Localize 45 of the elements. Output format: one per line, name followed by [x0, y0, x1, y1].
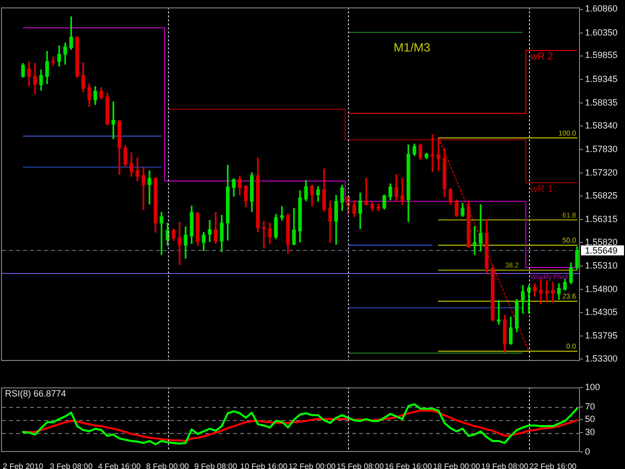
y-tick-label: 0: [585, 446, 590, 456]
x-tick-label: 10 Feb 16:00: [240, 462, 288, 469]
y-tick-label: 1.59345: [585, 74, 618, 84]
y-tick-label: 1.57830: [585, 144, 618, 154]
y-tick-label: 100: [585, 382, 600, 392]
candlestick: [142, 166, 146, 210]
x-tick-label: 19 Feb 08:00: [481, 462, 529, 469]
candlestick: [430, 134, 434, 172]
y-tick-label: 1.60860: [585, 4, 618, 14]
x-tick-label: 2 Feb 2010: [2, 462, 44, 469]
annotation: M1/M3: [394, 40, 431, 54]
candlestick: [280, 206, 284, 221]
y-tick-label: 30: [585, 427, 596, 438]
x-tick-label: 22 Feb 16:00: [529, 462, 578, 469]
candlestick: [160, 212, 164, 255]
series-label: wR 2: [529, 52, 554, 63]
y-tick-label: 1.54800: [585, 284, 618, 294]
y-tick-label: 1.54305: [585, 307, 618, 318]
x-tick-label: 12 Feb 00:00: [288, 462, 336, 469]
candlestick: [436, 138, 440, 171]
x-tick-label: 4 Feb 16:00: [98, 462, 142, 469]
chart-title: RSI(8) 66.8774: [5, 388, 66, 398]
y-tick-label: 50: [585, 414, 596, 424]
x-tick-label: 8 Feb 00:00: [146, 462, 190, 469]
y-tick-label: 1.57320: [585, 168, 618, 178]
y-tick-label: 1.53795: [585, 330, 618, 341]
y-tick-label: 1.58340: [585, 120, 618, 130]
y-tick-label: 1.56825: [585, 190, 618, 200]
candlestick: [178, 222, 182, 266]
x-tick-label: 3 Feb 08:00: [50, 462, 94, 469]
y-tick-label: 1.55310: [585, 260, 618, 271]
y-tick-label: 1.58835: [585, 97, 618, 108]
y-tick-label: 1.60350: [585, 27, 618, 38]
y-tick-label: 1.56315: [585, 214, 618, 224]
x-tick-label: 15 Feb 08:00: [336, 462, 384, 469]
candlestick: [148, 170, 152, 204]
ref-line-label: 1.55649: [585, 245, 618, 256]
y-tick-label: 1.59855: [585, 50, 618, 60]
y-tick-label: 1.55820: [585, 237, 618, 247]
x-tick-label: 18 Feb 00:00: [432, 462, 481, 469]
y-tick-label: 70: [585, 401, 596, 412]
y-tick-label: 1.53300: [585, 354, 618, 364]
x-tick-label: 16 Feb 16:00: [384, 462, 433, 469]
series-label: wR 1: [529, 184, 554, 196]
x-tick-label: 9 Feb 08:00: [194, 462, 238, 469]
